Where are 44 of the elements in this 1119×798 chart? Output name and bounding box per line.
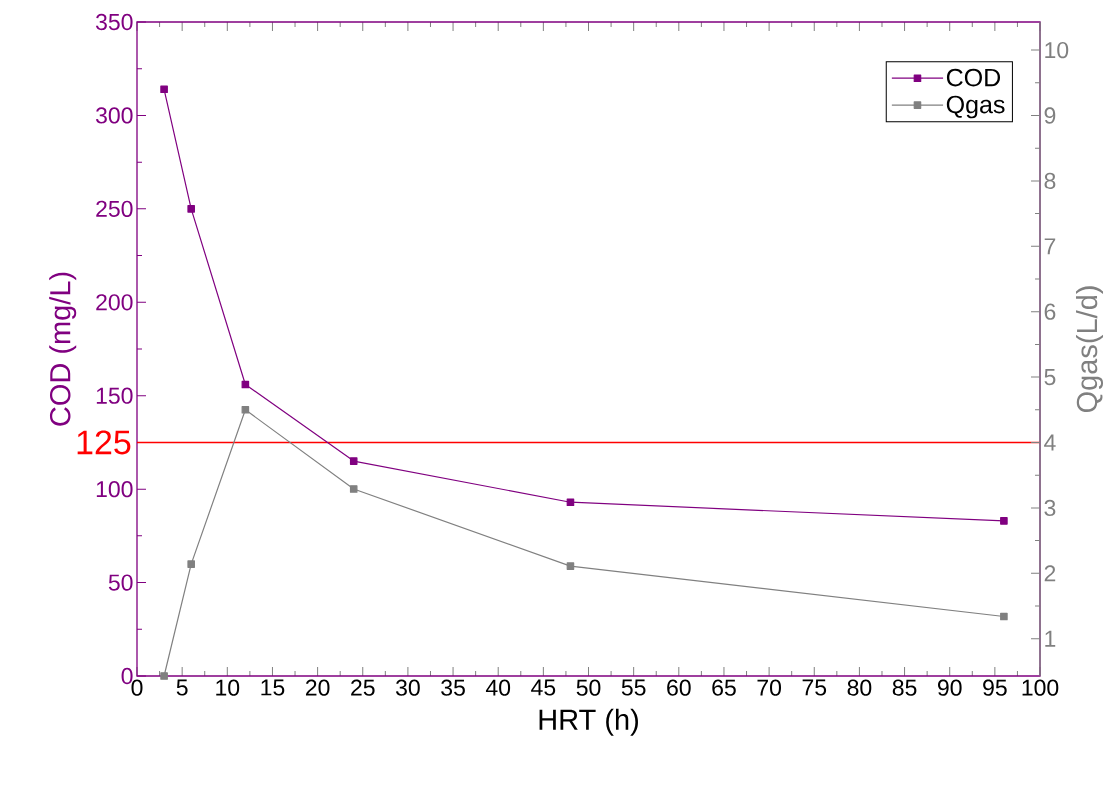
- x-tick-label: 75: [802, 679, 827, 696]
- x-tick-label: 5: [176, 679, 188, 696]
- y2-tick-label: 1: [1045, 630, 1056, 647]
- legend-label: Qgas: [946, 95, 1005, 119]
- y2-tick-label: 3: [1044, 499, 1056, 517]
- y2-tick-label: 2: [1044, 565, 1056, 582]
- x-tick-label: 35: [441, 679, 465, 696]
- y-tick-label: 150: [96, 387, 133, 404]
- y-tick-label: 300: [95, 107, 133, 124]
- y-tick-label: 50: [108, 574, 133, 591]
- y2-tick-label: 6: [1044, 303, 1056, 320]
- x-tick-label: 80: [847, 679, 872, 696]
- x-tick-label: 50: [576, 679, 601, 696]
- y-axis-title: COD (mg/L): [49, 272, 77, 426]
- y-tick-label: 200: [96, 294, 133, 311]
- y2-tick-label: 4: [1044, 434, 1056, 451]
- y-tick-label: 350: [95, 13, 133, 31]
- y2-tick-label: 10: [1045, 41, 1069, 59]
- x-tick-label: 95: [983, 679, 1007, 696]
- legend-label: COD: [946, 68, 1001, 87]
- x-tick-label: 30: [395, 679, 420, 696]
- x-tick-label: 85: [892, 679, 917, 696]
- x-tick-label: 90: [938, 679, 962, 696]
- y-tick-label: 100: [96, 481, 133, 498]
- x-tick-label: 45: [531, 679, 556, 696]
- x-tick-label: 10: [216, 679, 240, 696]
- x-tick-label: 70: [757, 679, 782, 696]
- x-tick-label: 25: [351, 679, 375, 696]
- x-tick-label: 15: [261, 679, 285, 696]
- x-tick-label: 60: [667, 679, 691, 696]
- x-axis-title: HRT (h): [539, 708, 638, 736]
- x-tick-label: 40: [485, 679, 511, 696]
- y2-axis-title: Qgas(L/d): [1075, 286, 1104, 413]
- y2-tick-label: 5: [1044, 369, 1056, 386]
- y-tick-label: 250: [96, 200, 133, 217]
- x-tick-label: 65: [712, 679, 736, 696]
- y2-tick-label: 9: [1044, 107, 1056, 124]
- y-tick-label: 0: [121, 667, 133, 685]
- x-tick-label: 55: [621, 679, 646, 696]
- x-tick-label: 20: [305, 679, 330, 696]
- ref-line-label: 125: [77, 430, 131, 455]
- y2-tick-label: 8: [1044, 172, 1056, 190]
- y2-tick-label: 7: [1044, 238, 1056, 255]
- x-tick-label: 100: [1022, 679, 1059, 696]
